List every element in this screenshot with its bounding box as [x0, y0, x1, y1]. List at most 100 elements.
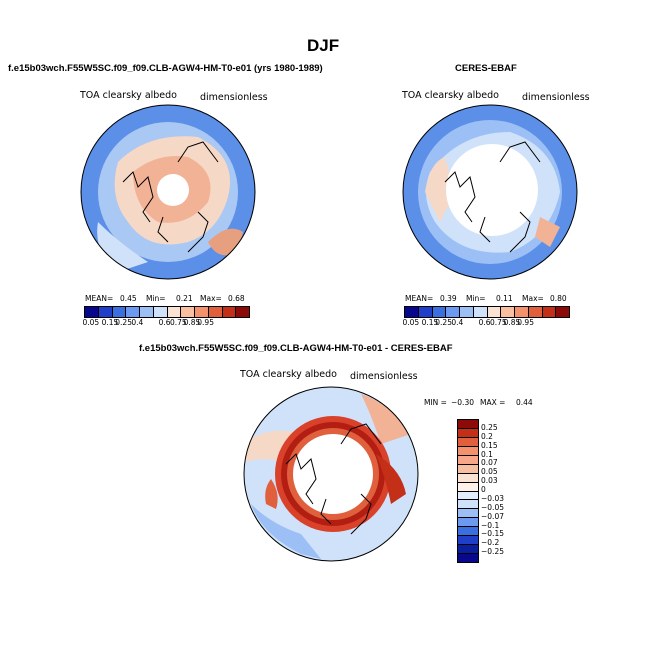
colorbar-swatch [458, 518, 478, 528]
panel2-min-value: 0.11 [496, 294, 513, 303]
panel2-min-label: Min= [466, 294, 486, 303]
colorbar-tick-label: 0.4 [131, 318, 144, 327]
colorbar-tick-label: 0.6 [158, 318, 171, 327]
colorbar-tick-label: 0.75 [489, 318, 507, 327]
colorbar-tick-label: 0.07 [481, 458, 498, 468]
panel2-left-label: TOA clearsky albedo [402, 90, 499, 101]
colorbar-swatch [458, 473, 478, 483]
figure-title: DJF [307, 36, 340, 55]
panel2-right-label: dimensionless [522, 92, 590, 103]
panel1-min-label: Min= [146, 294, 166, 303]
colorbar-swatch [418, 307, 433, 317]
colorbar-tick-label: −0.15 [481, 529, 504, 539]
colorbar-tick-label: 0.05 [402, 318, 420, 327]
colorbar-swatch [126, 307, 140, 317]
colorbar-tick-label: −0.2 [481, 538, 500, 548]
colorbar-swatch [473, 307, 488, 317]
colorbar-swatch [208, 307, 223, 317]
colorbar-swatch [458, 527, 478, 537]
colorbar-swatch [515, 307, 529, 317]
colorbar-swatch [167, 307, 182, 317]
colorbar-tick-label: 0.03 [481, 476, 498, 486]
colorbar-tick-label: 0.05 [82, 318, 100, 327]
colorbar-swatch [501, 307, 515, 317]
panel3-max-label: MAX = [480, 398, 506, 407]
colorbar-tick-label: 0.95 [517, 318, 534, 327]
colorbar-tick-label: 0.4 [451, 318, 464, 327]
panel2-header: CERES-EBAF [455, 63, 517, 74]
panel1-max-label: Max= [200, 294, 222, 303]
colorbar-swatch [458, 482, 478, 492]
colorbar-swatch [528, 307, 543, 317]
colorbar-swatch [446, 307, 460, 317]
colorbar-tick-label: 0.25 [115, 318, 132, 327]
colorbar-tick-label: 0.85 [183, 318, 201, 327]
panel1-header: f.e15b03wch.F55W5SC.f09_f09.CLB-AGW4-HM-… [8, 63, 323, 74]
panel3-min-label: MIN = [424, 398, 447, 407]
panel3-polar-map [243, 386, 419, 562]
panel2-max-label: Max= [522, 294, 544, 303]
colorbar-swatch [458, 500, 478, 510]
colorbar-tick-label: −0.25 [481, 547, 504, 557]
colorbar-swatch [112, 307, 127, 317]
panel3-colorbar-labels: 0.25 0.2 0.15 0.1 0.07 0.05 0.03 0 −0.03 −0.05 −0.… [481, 419, 521, 561]
colorbar-swatch [85, 307, 99, 317]
panel1-colorbar [84, 306, 250, 318]
panel1-polar-map [80, 104, 256, 280]
panel2-mean-label: MEAN= [405, 294, 434, 303]
colorbar-swatch [542, 307, 557, 317]
colorbar-swatch [458, 428, 478, 438]
panel1-mean-label: MEAN= [85, 294, 114, 303]
colorbar-swatch [460, 307, 474, 317]
colorbar-swatch [458, 455, 478, 465]
colorbar-tick-label: 0.6 [478, 318, 491, 327]
colorbar-swatch [222, 307, 237, 317]
panel1-colorbar-labels: 0.05 0.15 0.25 0.4 0.6 0.75 0.85 0.95 [82, 318, 248, 328]
colorbar-swatch [556, 307, 569, 317]
colorbar-tick-label: 0.05 [481, 467, 498, 477]
panel2-mean-value: 0.39 [440, 294, 457, 303]
colorbar-tick-label: −0.1 [481, 520, 500, 530]
colorbar-swatch [236, 307, 249, 317]
panel2-max-value: 0.80 [550, 294, 567, 303]
colorbar-swatch [458, 437, 478, 447]
panel3-max-value: 0.44 [516, 398, 533, 407]
colorbar-tick-label: −0.03 [481, 493, 504, 503]
panel3-coastlines [285, 423, 382, 535]
colorbar-swatch [487, 307, 502, 317]
colorbar-swatch [458, 536, 478, 546]
colorbar-swatch [458, 446, 478, 456]
colorbar-tick-label: 0.1 [481, 449, 493, 459]
panel1-max-value: 0.68 [228, 294, 245, 303]
colorbar-swatch [98, 307, 113, 317]
colorbar-swatch [458, 420, 478, 429]
colorbar-tick-label: 0.95 [197, 318, 214, 327]
panel1-left-label: TOA clearsky albedo [80, 90, 177, 101]
colorbar-swatch [181, 307, 195, 317]
panel2-colorbar [404, 306, 570, 318]
panel1-right-label: dimensionless [200, 92, 268, 103]
colorbar-tick-label: 0.25 [435, 318, 452, 327]
colorbar-swatch [432, 307, 447, 317]
panel3-header: f.e15b03wch.F55W5SC.f09_f09.CLB-AGW4-HM-… [139, 343, 453, 354]
colorbar-swatch [195, 307, 209, 317]
panel1-coastlines [122, 141, 219, 253]
colorbar-tick-label: 0.15 [101, 318, 119, 327]
colorbar-swatch [458, 554, 478, 562]
colorbar-tick-label: −0.05 [481, 502, 504, 512]
colorbar-tick-label: 0.25 [481, 422, 498, 432]
colorbar-swatch [458, 509, 478, 519]
panel3-colorbar [457, 419, 479, 563]
colorbar-tick-label: 0.85 [503, 318, 521, 327]
panel1-min-value: 0.21 [176, 294, 193, 303]
panel2-polar-map [402, 104, 578, 280]
colorbar-tick-label: 0.15 [421, 318, 439, 327]
colorbar-swatch [405, 307, 419, 317]
panel3-right-label: dimensionless [350, 371, 418, 382]
colorbar-swatch [458, 464, 478, 474]
colorbar-tick-label: 0.75 [169, 318, 187, 327]
colorbar-swatch [458, 545, 478, 555]
panel3-min-value: −0.30 [451, 398, 474, 407]
colorbar-swatch [153, 307, 168, 317]
colorbar-tick-label: −0.07 [481, 511, 504, 521]
